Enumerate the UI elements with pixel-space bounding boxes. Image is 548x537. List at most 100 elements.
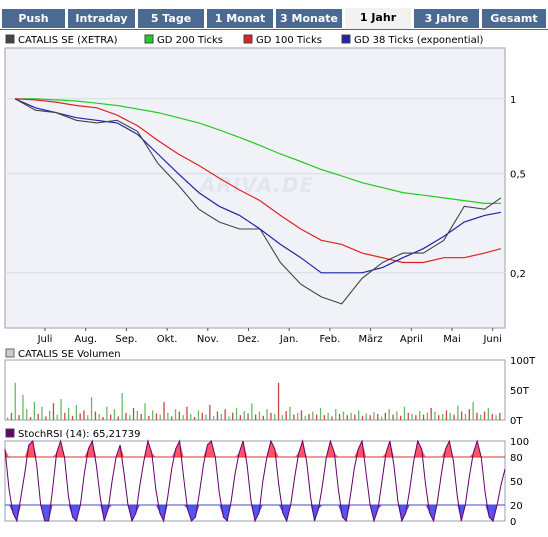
volume-bar	[274, 414, 276, 420]
tab-gesamt[interactable]: Gesamt	[482, 9, 546, 28]
volume-legend: CATALIS SE Volumen	[5, 348, 121, 360]
volume-bar	[338, 414, 341, 420]
price-x-axis: Juli Aug. Sep. Okt. Nov. Dez. Jan. Feb. März Apri…	[37, 328, 502, 345]
gd100-legend-label: GD 100 Ticks	[256, 35, 322, 46]
volume-bar	[422, 414, 425, 420]
volume-bar	[71, 415, 74, 420]
volume-bar	[331, 416, 333, 420]
tab-1-jahr[interactable]: 1 Jahr	[345, 8, 411, 29]
price-series	[14, 98, 502, 305]
volume-bar	[247, 413, 249, 420]
rsi-y-tick-20: 20	[510, 501, 523, 512]
volume-bar	[106, 406, 108, 420]
volume-legend-label: CATALIS SE Volumen	[18, 349, 121, 360]
volume-bar	[129, 415, 131, 420]
volume-bar	[400, 415, 402, 420]
volume-bar	[10, 412, 13, 420]
tab-3-jahre[interactable]: 3 Jahre	[414, 9, 479, 28]
rsi-y-tick-0: 0	[510, 517, 516, 528]
rsi-legend-label: StochRSI (14): 65,21739	[18, 429, 140, 440]
volume-bar	[132, 408, 135, 420]
volume-bar	[480, 414, 482, 420]
volume-bar	[216, 411, 219, 420]
volume-bar	[297, 412, 299, 420]
chart-area: CATALIS SE (XETRA) GD 200 Ticks GD 100 T…	[4, 34, 536, 528]
volume-bar	[220, 414, 222, 420]
volume-bar	[335, 409, 337, 420]
volume-bar	[224, 409, 226, 420]
volume-bar	[377, 414, 379, 420]
volume-bar	[342, 411, 345, 420]
volume-bar	[213, 415, 215, 420]
price-plot-background	[4, 47, 506, 329]
volume-bar	[186, 406, 188, 420]
volume-bar	[148, 415, 150, 420]
volume-bar	[37, 414, 39, 420]
volume-bar	[361, 415, 364, 420]
volume-bar	[464, 414, 467, 420]
price-x-tick-feb: Feb.	[319, 334, 340, 345]
price-x-tick-juni: Juni	[482, 334, 501, 345]
volume-bar	[75, 405, 77, 420]
volume-bar	[415, 415, 417, 420]
rsi-threshold-fills	[5, 441, 505, 521]
volume-bar	[45, 416, 47, 420]
volume-bar	[457, 405, 459, 420]
volume-bar	[49, 411, 51, 420]
volume-bar	[312, 411, 314, 420]
volume-bar	[239, 415, 241, 420]
rsi-y-tick-100: 100	[510, 437, 529, 448]
volume-bar	[255, 414, 257, 420]
tab-3-monate[interactable]: 3 Monate	[276, 9, 342, 28]
volume-bar	[430, 408, 432, 420]
rsi-y-tick-50: 50	[510, 477, 523, 488]
tab-push[interactable]: Push	[2, 9, 65, 28]
price-legend: CATALIS SE (XETRA) GD 200 Ticks GD 100 T…	[5, 34, 483, 46]
volume-bar	[266, 409, 268, 420]
volume-bar	[499, 412, 501, 420]
price-y-tick-0-5: 0,5	[510, 170, 526, 181]
volume-bar	[293, 414, 295, 420]
volume-bar	[171, 416, 173, 420]
volume-bar	[403, 406, 406, 420]
tab-5-tage[interactable]: 5 Tage	[138, 9, 204, 28]
volume-bar	[300, 410, 303, 420]
price-x-tick-juli: Juli	[37, 334, 53, 345]
tab-intraday[interactable]: Intraday	[68, 9, 135, 28]
tab-1-monat[interactable]: 1 Monat	[207, 9, 273, 28]
volume-y-axis: 100T 50T 0T	[510, 356, 536, 427]
volume-bar	[136, 411, 138, 420]
volume-bar	[140, 414, 142, 420]
volume-bar	[163, 402, 165, 420]
volume-legend-swatch	[5, 348, 15, 358]
price-legend-label: CATALIS SE (XETRA)	[18, 35, 118, 46]
volume-bar	[121, 393, 123, 420]
price-x-tick-m-rz: März	[359, 334, 383, 345]
price-x-tick-sep: Sep.	[115, 334, 137, 345]
volume-bar	[201, 412, 203, 420]
volume-bar	[285, 411, 287, 420]
price-x-tick-dez: Dez.	[237, 334, 259, 345]
rsi-series	[4, 439, 506, 523]
volume-bar	[125, 412, 127, 420]
volume-bar	[380, 416, 383, 420]
price-series-gd-100-ticks	[14, 98, 502, 264]
volume-bar	[56, 414, 58, 420]
volume-plot-background	[4, 359, 506, 421]
gd38-legend-label: GD 38 Ticks (exponential)	[354, 35, 483, 46]
volume-bar	[18, 415, 20, 420]
volume-bar	[258, 411, 261, 420]
volume-bar	[167, 412, 169, 420]
volume-y-tick-100t: 100T	[510, 356, 536, 367]
volume-bar	[438, 415, 440, 420]
volume-bar	[209, 405, 211, 420]
volume-bar	[281, 415, 283, 420]
volume-bar	[388, 409, 390, 420]
price-x-tick-aug: Aug.	[74, 334, 97, 345]
volume-bar	[197, 410, 200, 420]
volume-bar	[373, 412, 375, 420]
volume-bar	[52, 403, 55, 420]
volume-bar	[159, 414, 161, 420]
volume-bar	[396, 411, 398, 420]
volume-bar	[243, 411, 245, 420]
